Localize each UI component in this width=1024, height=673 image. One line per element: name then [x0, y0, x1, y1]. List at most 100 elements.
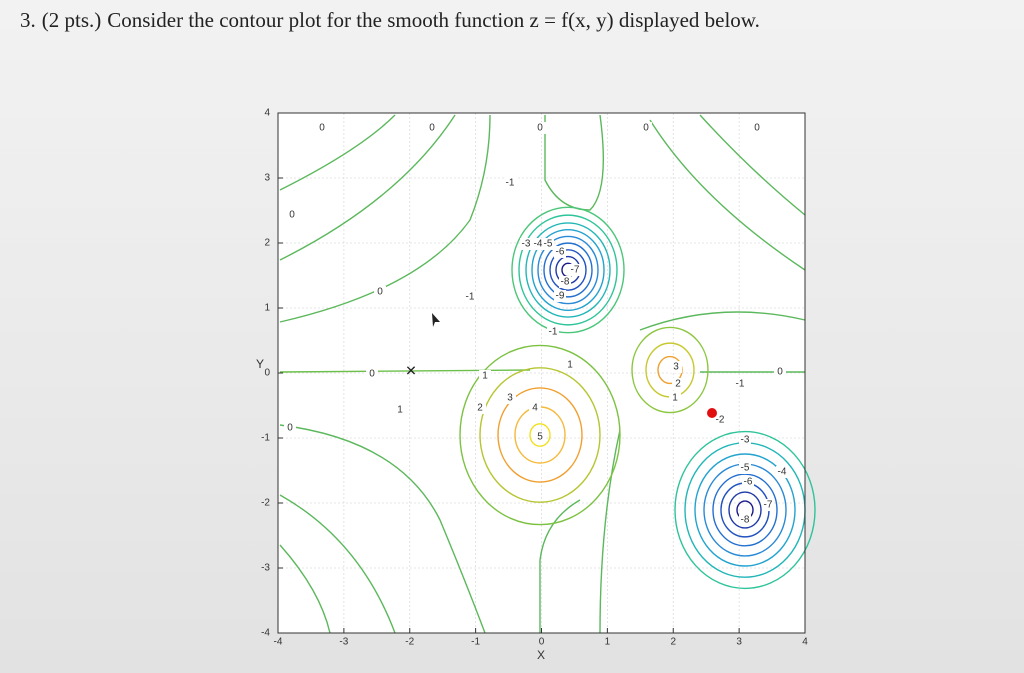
contour-label-bg: [776, 466, 788, 478]
contour-line: [279, 424, 486, 634]
contour-label-bg: [464, 291, 476, 303]
contour-label-bg: [672, 378, 684, 390]
contour-line: [639, 311, 806, 331]
contour-label-bg: [547, 326, 559, 338]
x-tick-label: 4: [802, 637, 808, 648]
y-tick-label: 2: [264, 238, 270, 249]
contour-label: 3: [673, 362, 679, 373]
contour-line: [539, 499, 581, 633]
point-marker: [707, 408, 717, 418]
contour-label-bg: [714, 414, 726, 426]
contour-line: [279, 114, 491, 323]
contour-line: [529, 423, 551, 447]
contour-label: -4: [534, 239, 543, 250]
contour-line: [531, 228, 605, 312]
y-tick-label: 1: [264, 303, 270, 314]
contour-label-bg: [374, 286, 386, 298]
contour-label-bg: [504, 392, 516, 404]
contour-line: [279, 114, 396, 191]
y-tick-label: 4: [264, 108, 270, 119]
contour-label: -1: [736, 379, 745, 390]
contour-label: 0: [754, 123, 760, 134]
contour-label-bg: [394, 404, 406, 416]
contour-line: [549, 249, 587, 291]
contour-label-bg: [739, 434, 751, 446]
contour-label-bg: [504, 177, 516, 189]
contour-label-bg: [739, 462, 751, 474]
contour-label-bg: [426, 122, 438, 134]
contour-label: -7: [764, 500, 773, 511]
question: 3. (2 pts.) Consider the contour plot for …: [20, 8, 766, 33]
question-points: (2 pts.): [41, 8, 102, 32]
plot-frame: [277, 112, 806, 634]
contour-line: [631, 326, 709, 414]
cursor: [432, 313, 440, 327]
contour-label: 0: [537, 123, 543, 134]
contour-label: 0: [643, 123, 649, 134]
y-axis-label: Y: [256, 357, 264, 371]
contour-label: 1: [482, 371, 488, 382]
contour-label: -9: [556, 291, 565, 302]
x-tick-label: 3: [736, 637, 742, 648]
contour-label: 0: [377, 287, 383, 298]
contour-line: [459, 344, 621, 526]
y-tick-label: -4: [261, 628, 270, 639]
contour-label-bg: [670, 361, 682, 373]
contour-label: -1: [549, 327, 558, 338]
x-tick-label: -1: [471, 637, 480, 648]
contour-line: [543, 242, 593, 298]
question-text: Consider the contour plot for the smooth…: [107, 8, 760, 32]
contour-label: 1: [672, 393, 678, 404]
contour-label-bg: [742, 476, 754, 488]
y-tick-label: 0: [264, 368, 270, 379]
x-axis-label: X: [537, 648, 545, 662]
contour-label-bg: [564, 359, 576, 371]
contour-label: -2: [716, 415, 725, 426]
contour-label: 0: [287, 423, 293, 434]
contour-label: 0: [369, 369, 375, 380]
contour-label-bg: [569, 264, 581, 276]
contour-label-bg: [542, 238, 554, 250]
y-tick-label: 3: [264, 173, 270, 184]
contour-lines: [279, 114, 806, 634]
contour-label-bg: [774, 366, 786, 378]
contour-line: [497, 387, 583, 483]
contour-label-bg: [474, 402, 486, 414]
contour-label: -8: [741, 515, 750, 526]
contour-label-bg: [286, 209, 298, 221]
contour-line: [518, 214, 618, 326]
x-tick-label: 0: [539, 637, 545, 648]
contour-label: 3: [507, 393, 513, 404]
contour-label: -8: [561, 277, 570, 288]
contour-label-bg: [534, 431, 546, 443]
question-number: 3.: [20, 8, 36, 32]
contour-label-bg: [366, 368, 378, 380]
contour-line: [544, 114, 605, 211]
contour-label-bg: [479, 370, 491, 382]
contour-line: [537, 235, 599, 305]
contour-label: -7: [571, 265, 580, 276]
contour-label: -1: [466, 292, 475, 303]
contour-label-bg: [554, 246, 566, 258]
contour-line: [699, 114, 806, 216]
contour-label: -6: [556, 247, 565, 258]
contour-label-bg: [316, 122, 328, 134]
contour-label: -5: [544, 239, 553, 250]
contour-label: 2: [477, 403, 483, 414]
y-tick-label: -2: [261, 498, 270, 509]
contour-label-bg: [534, 122, 546, 134]
contour-line: [599, 429, 621, 634]
contour-label-bg: [669, 392, 681, 404]
contour-label-bg: [559, 276, 571, 288]
contour-line: [511, 206, 625, 334]
x-tick-label: 1: [605, 637, 611, 648]
y-tick-label: -3: [261, 563, 270, 574]
contour-label: 0: [319, 123, 325, 134]
contour-line: [728, 491, 762, 529]
x-tick-label: -2: [405, 637, 414, 648]
saddle-marker: ✕: [405, 363, 417, 379]
contour-label: 0: [777, 367, 783, 378]
